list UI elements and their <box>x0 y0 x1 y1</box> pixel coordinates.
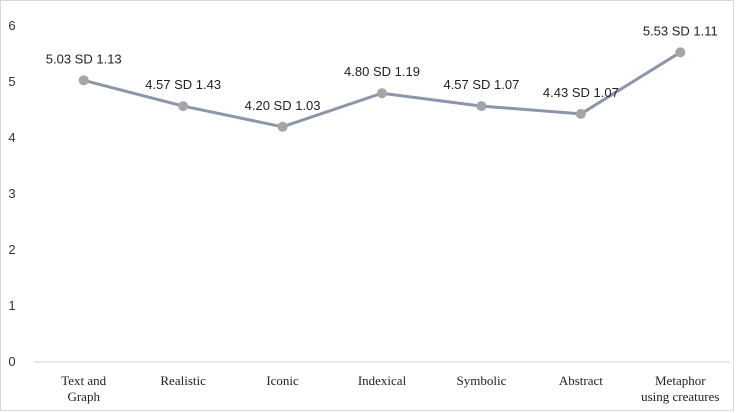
data-label: 5.53 SD 1.11 <box>643 23 718 38</box>
x-tick-label: using creatures <box>641 389 719 404</box>
y-tick-label: 1 <box>8 298 15 313</box>
x-tick-label: Text and <box>61 373 106 388</box>
data-point <box>675 47 686 58</box>
x-tick-label: Abstract <box>559 373 603 388</box>
x-tick-label: Realistic <box>160 373 206 388</box>
data-label: 4.57 SD 1.43 <box>145 77 221 92</box>
x-tick-label: Iconic <box>266 373 299 388</box>
data-point <box>476 101 487 112</box>
x-tick-label: Symbolic <box>457 373 507 388</box>
y-tick-label: 3 <box>8 186 15 201</box>
data-point <box>277 121 288 132</box>
data-point <box>377 88 387 99</box>
data-label: 5.03 SD 1.13 <box>46 51 122 66</box>
data-point <box>178 101 189 112</box>
x-tick-label: Graph <box>67 389 100 404</box>
data-label: 4.20 SD 1.03 <box>245 98 321 113</box>
x-tick-label: Metaphor <box>655 373 706 388</box>
x-tick-label: Indexical <box>358 373 407 388</box>
y-tick-label: 5 <box>8 74 15 89</box>
y-tick-label: 6 <box>8 18 15 33</box>
data-point <box>575 108 586 119</box>
data-point <box>78 75 89 86</box>
y-tick-label: 4 <box>8 130 15 145</box>
y-tick-label: 2 <box>8 242 15 257</box>
data-label: 4.80 SD 1.19 <box>344 64 420 79</box>
data-label: 4.57 SD 1.07 <box>443 77 519 92</box>
data-label: 4.43 SD 1.07 <box>543 85 619 100</box>
y-tick-label: 0 <box>8 354 15 369</box>
